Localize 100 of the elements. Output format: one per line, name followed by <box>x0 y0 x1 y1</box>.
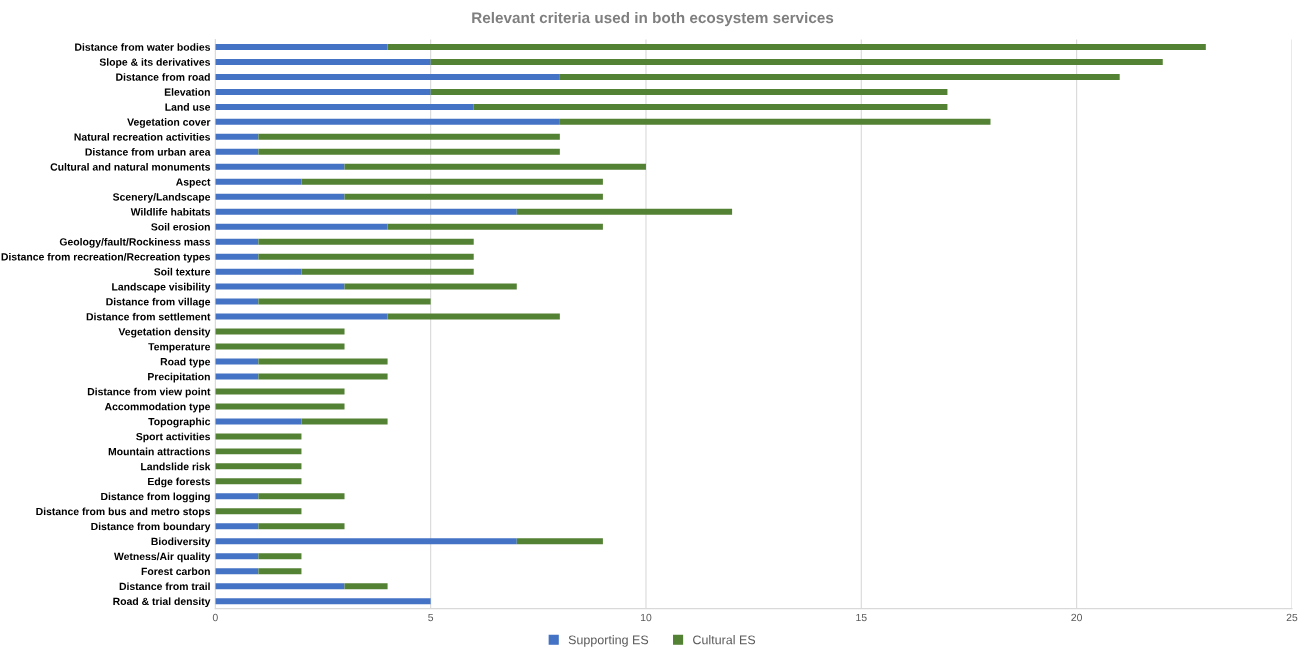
y-tick-label: Slope & its derivatives <box>99 58 211 68</box>
y-tick-label: Distance from water bodies <box>75 43 211 51</box>
y-tick-label: Scenery/Landscape <box>112 192 211 203</box>
bar <box>215 253 259 260</box>
bar <box>215 238 259 245</box>
y-tick-label: Landscape visibility <box>112 282 211 293</box>
y-tick-label: Natural recreation activities <box>74 133 211 141</box>
y-tick-label: Edge forests <box>148 477 211 488</box>
bar <box>215 163 345 170</box>
bar <box>258 238 474 245</box>
bar <box>215 358 259 365</box>
bar <box>215 478 302 485</box>
y-tick-label: Soil texture <box>154 267 211 276</box>
bar <box>344 163 646 170</box>
bar <box>215 58 431 65</box>
bar <box>559 73 1120 80</box>
bar <box>215 73 560 80</box>
bar <box>215 403 345 410</box>
bar <box>301 178 603 185</box>
bar <box>215 103 474 110</box>
bar <box>258 373 388 380</box>
y-tick-label: Distance from trail <box>119 582 210 591</box>
y-tick-label: Aspect <box>175 178 211 188</box>
y-tick-label: Distance from boundary <box>91 522 211 533</box>
x-tick-label: 0 <box>212 613 218 622</box>
bar <box>215 223 388 230</box>
bar <box>215 178 302 185</box>
y-tick-label: Landslide risk <box>141 462 211 471</box>
bar <box>430 88 948 95</box>
x-tick-label: 15 <box>856 613 867 622</box>
bar <box>215 208 517 215</box>
y-tick-label: Road type <box>160 357 211 368</box>
bar <box>258 358 388 365</box>
y-tick-label: Precipitation <box>148 372 210 383</box>
y-tick-label: Elevation <box>164 88 210 96</box>
bar <box>258 523 345 530</box>
bar <box>215 463 302 470</box>
bar <box>559 118 991 125</box>
bar <box>387 313 560 320</box>
y-tick-label: Accommodation type <box>104 402 211 413</box>
y-tick-label: Distance from view point <box>87 387 211 398</box>
bar <box>215 313 388 320</box>
legend-label: Supporting ES <box>568 635 649 647</box>
y-tick-label: Cultural and natural monuments <box>50 163 211 171</box>
bar <box>215 508 302 515</box>
bar <box>430 58 1163 65</box>
bar <box>215 298 259 305</box>
bar <box>387 223 603 230</box>
x-tick-label: 5 <box>428 613 434 622</box>
y-tick-label: Geology/fault/Rockiness mass <box>59 237 211 248</box>
bar <box>215 568 259 575</box>
x-tick-label: 10 <box>640 613 652 622</box>
bar <box>301 418 388 425</box>
bar <box>215 118 560 125</box>
y-tick-label: Land use <box>165 103 211 111</box>
y-tick-label: Topographic <box>148 417 211 428</box>
bar <box>215 133 259 140</box>
bar <box>301 268 474 275</box>
bar <box>215 43 388 50</box>
bar <box>215 88 431 95</box>
bar <box>215 433 302 440</box>
bar <box>215 523 259 530</box>
bar <box>215 448 302 455</box>
bar <box>344 583 388 590</box>
legend-label: Cultural ES <box>693 635 756 645</box>
bar <box>258 493 345 500</box>
y-tick-label: Soil erosion <box>151 222 210 231</box>
bar <box>473 103 948 110</box>
bar <box>516 208 733 215</box>
y-tick-label: Sport activities <box>136 432 211 443</box>
bar <box>258 133 560 140</box>
y-tick-label: Distance from recreation/Recreation types <box>1 252 211 263</box>
bar <box>258 148 560 155</box>
bar <box>215 268 302 275</box>
bar <box>215 373 259 380</box>
y-tick-label: Mountain attractions <box>108 447 211 456</box>
y-tick-label: Forest carbon <box>141 567 210 576</box>
y-tick-label: Vegetation density <box>118 327 211 338</box>
bar <box>215 583 345 590</box>
y-tick-label: Distance from settlement <box>86 312 211 321</box>
y-tick-label: Biodiversity <box>151 537 211 548</box>
bar <box>516 538 603 545</box>
y-tick-label: Wetness/Air quality <box>114 552 211 563</box>
bar <box>215 418 302 425</box>
bar <box>215 493 259 500</box>
y-tick-label: Distance from road <box>116 73 210 81</box>
bar <box>258 568 302 575</box>
bar <box>215 388 345 395</box>
bar <box>215 283 345 290</box>
y-tick-label: Temperature <box>148 343 211 353</box>
bar <box>344 283 517 290</box>
chart-title: Relevant criteria used in both ecosystem services <box>472 11 834 27</box>
x-tick-label: 25 <box>1286 613 1298 622</box>
bar <box>215 553 259 560</box>
bar <box>258 553 302 560</box>
bar <box>344 193 603 200</box>
bar <box>258 298 431 305</box>
y-tick-label: Road & trial density <box>113 597 211 608</box>
y-tick-label: Wildlife habitats <box>130 207 211 216</box>
y-tick-label: Distance from village <box>106 297 211 308</box>
